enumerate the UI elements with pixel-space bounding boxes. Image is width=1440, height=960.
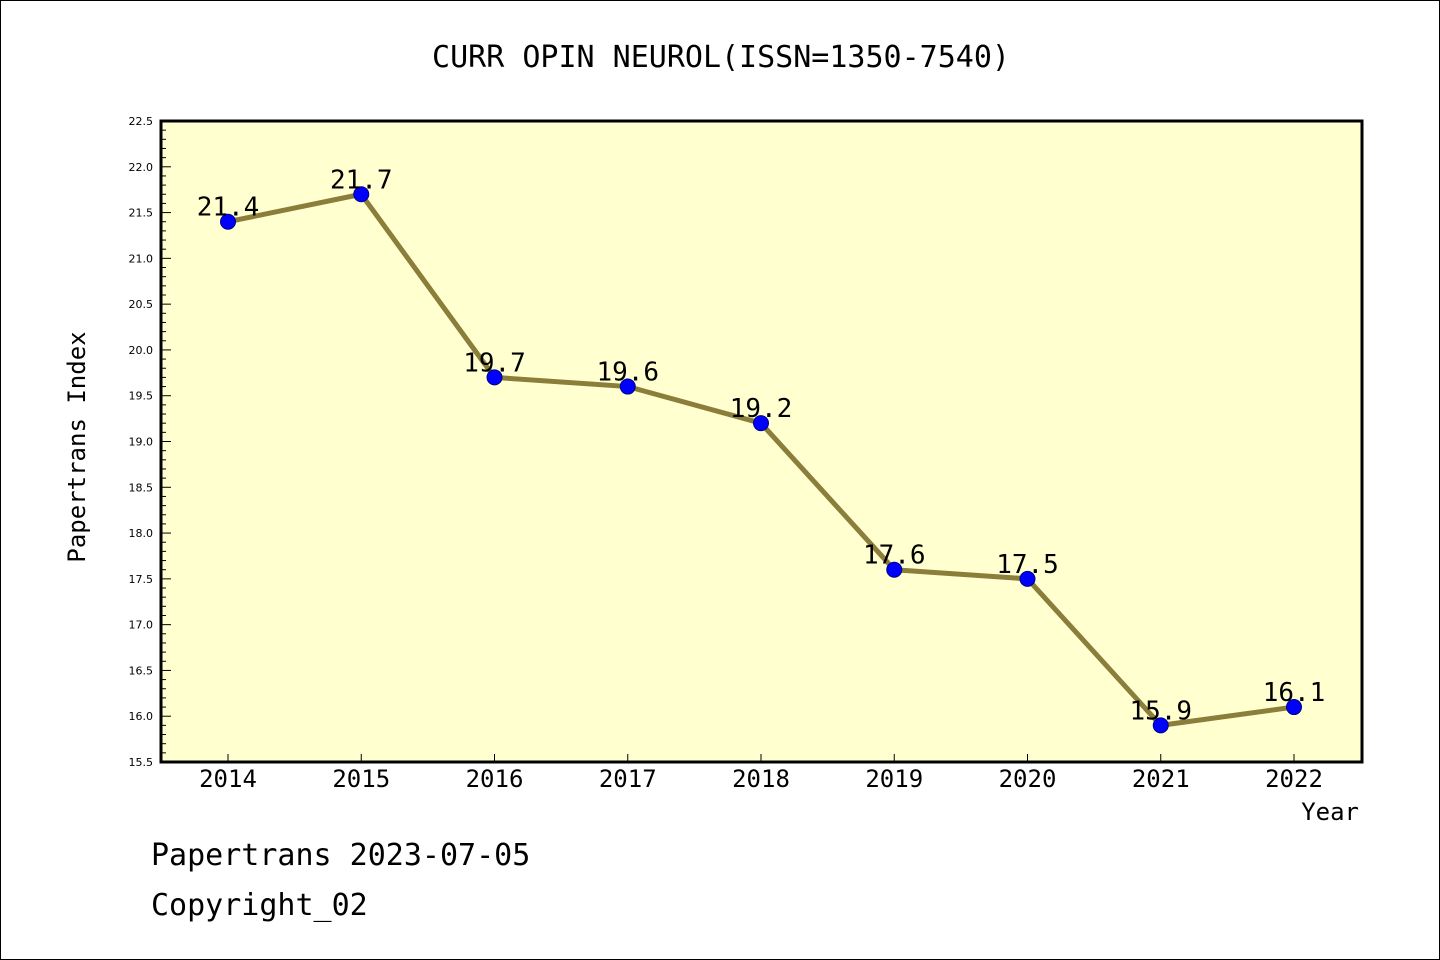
plot-area: [159, 119, 1364, 764]
y-axis: 15.5 16.0 16.5 17.0 17.5 18.0 18.5 19.0 19.5 20.0…: [129, 115, 171, 769]
data-label: 21.7: [330, 165, 393, 195]
data-label: 21.4: [197, 193, 260, 223]
y-tick-label: 22.0: [129, 161, 154, 174]
data-point: [886, 561, 903, 578]
y-tick-label: 19.0: [129, 436, 154, 449]
y-tick-label: 17.0: [129, 619, 154, 632]
data-label: 17.6: [863, 541, 926, 571]
chart-title: CURR OPIN NEUROL(ISSN=1350-7540): [432, 40, 1010, 75]
y-tick-label: 21.0: [129, 252, 154, 265]
x-tick-label: 2022: [1265, 765, 1323, 793]
y-tick-label: 20.0: [129, 344, 154, 357]
data-point: [1152, 717, 1169, 734]
x-tick-label: 2015: [332, 765, 390, 793]
y-tick-label: 22.5: [129, 115, 154, 128]
x-tick-label: 2016: [466, 765, 524, 793]
data-point: [353, 186, 370, 203]
data-point: [486, 369, 503, 386]
data-point: [1019, 570, 1036, 587]
data-label: 16.1: [1263, 678, 1326, 708]
y-tick-label: 16.5: [129, 664, 154, 677]
data-label: 19.7: [463, 348, 526, 378]
x-tick-label: 2019: [865, 765, 923, 793]
x-tick-label: 2021: [1132, 765, 1190, 793]
data-label: 19.6: [596, 358, 659, 388]
x-tick-label: 2017: [599, 765, 657, 793]
data-point: [220, 213, 236, 230]
data-label: 19.2: [730, 394, 793, 424]
footer-copyright: Copyright_02: [151, 888, 368, 923]
y-tick-label: 15.5: [129, 756, 154, 769]
y-tick-label: 17.5: [129, 573, 154, 586]
y-tick-label: 18.0: [129, 527, 154, 540]
x-tick-label: 2020: [999, 765, 1057, 793]
data-label: 17.5: [996, 550, 1059, 580]
y-tick-label: 20.5: [129, 298, 154, 311]
x-tick-label: 2014: [199, 765, 257, 793]
data-point: [753, 415, 769, 432]
x-axis: 2014 2015 2016 2017 2018 2019 2020 2021 2022: [199, 754, 1323, 793]
y-axis-title: Papertrans Index: [63, 331, 91, 562]
data-point: [619, 378, 636, 395]
y-tick-label: 16.0: [129, 710, 154, 723]
x-tick-label: 2018: [732, 765, 790, 793]
data-series: 21.4 21.7 19.7 19.6 19.2 17.6 17.5 15.9 16.1: [197, 165, 1326, 734]
y-tick-label: 19.5: [129, 390, 154, 403]
y-tick-label: 21.5: [129, 207, 154, 220]
y-tick-label: 18.5: [129, 481, 154, 494]
data-point: [1286, 699, 1302, 716]
data-label: 15.9: [1129, 696, 1192, 726]
footer-date: Papertrans 2023-07-05: [151, 838, 530, 873]
x-axis-title: Year: [1301, 798, 1359, 826]
